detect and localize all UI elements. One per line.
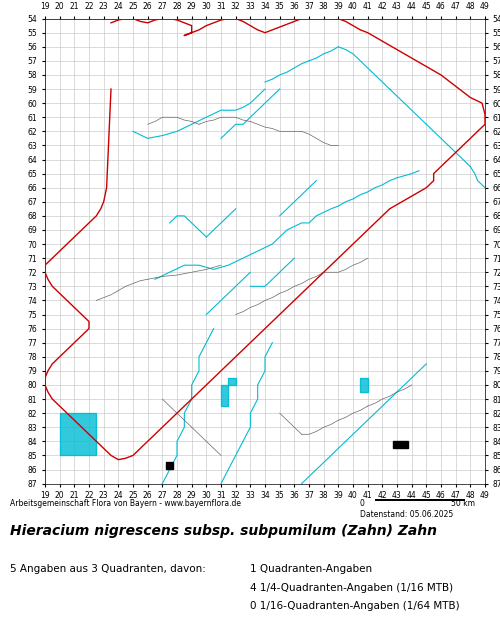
Text: 1 Quadranten-Angaben: 1 Quadranten-Angaben — [250, 564, 372, 574]
Text: 0: 0 — [360, 499, 365, 508]
Text: Arbeitsgemeinschaft Flora von Bayern - www.bayernflora.de: Arbeitsgemeinschaft Flora von Bayern - w… — [10, 499, 241, 508]
Bar — [166, 462, 173, 469]
Polygon shape — [60, 413, 96, 456]
Text: 5 Angaben aus 3 Quadranten, davon:: 5 Angaben aus 3 Quadranten, davon: — [10, 564, 206, 574]
Polygon shape — [228, 378, 235, 385]
Bar — [394, 441, 400, 448]
Text: 0 1/16-Quadranten-Angaben (1/64 MTB): 0 1/16-Quadranten-Angaben (1/64 MTB) — [250, 601, 460, 611]
Polygon shape — [221, 385, 228, 406]
Polygon shape — [360, 378, 368, 392]
Text: 4 1/4-Quadranten-Angaben (1/16 MTB): 4 1/4-Quadranten-Angaben (1/16 MTB) — [250, 583, 453, 593]
Text: Datenstand: 05.06.2025: Datenstand: 05.06.2025 — [360, 510, 453, 519]
Bar — [400, 441, 408, 448]
Text: 50 km: 50 km — [451, 499, 475, 508]
Text: Hieracium nigrescens subsp. subpumilum (Zahn) Zahn: Hieracium nigrescens subsp. subpumilum (… — [10, 524, 437, 538]
